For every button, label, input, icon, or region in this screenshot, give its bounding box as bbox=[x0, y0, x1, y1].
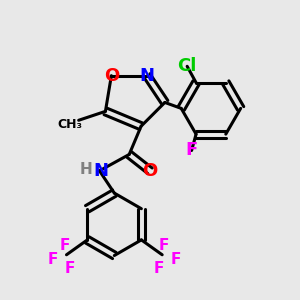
Text: F: F bbox=[60, 238, 70, 253]
Text: CH₃: CH₃ bbox=[57, 118, 82, 131]
Text: F: F bbox=[185, 142, 198, 160]
Text: F: F bbox=[64, 261, 75, 276]
Text: Cl: Cl bbox=[178, 57, 197, 75]
Text: N: N bbox=[140, 67, 154, 85]
Text: O: O bbox=[142, 162, 158, 180]
Text: F: F bbox=[158, 238, 169, 253]
Text: O: O bbox=[104, 67, 119, 85]
Text: F: F bbox=[48, 252, 58, 267]
Text: N: N bbox=[94, 162, 109, 180]
Text: H: H bbox=[80, 162, 92, 177]
Text: F: F bbox=[154, 261, 164, 276]
Text: F: F bbox=[170, 252, 181, 267]
